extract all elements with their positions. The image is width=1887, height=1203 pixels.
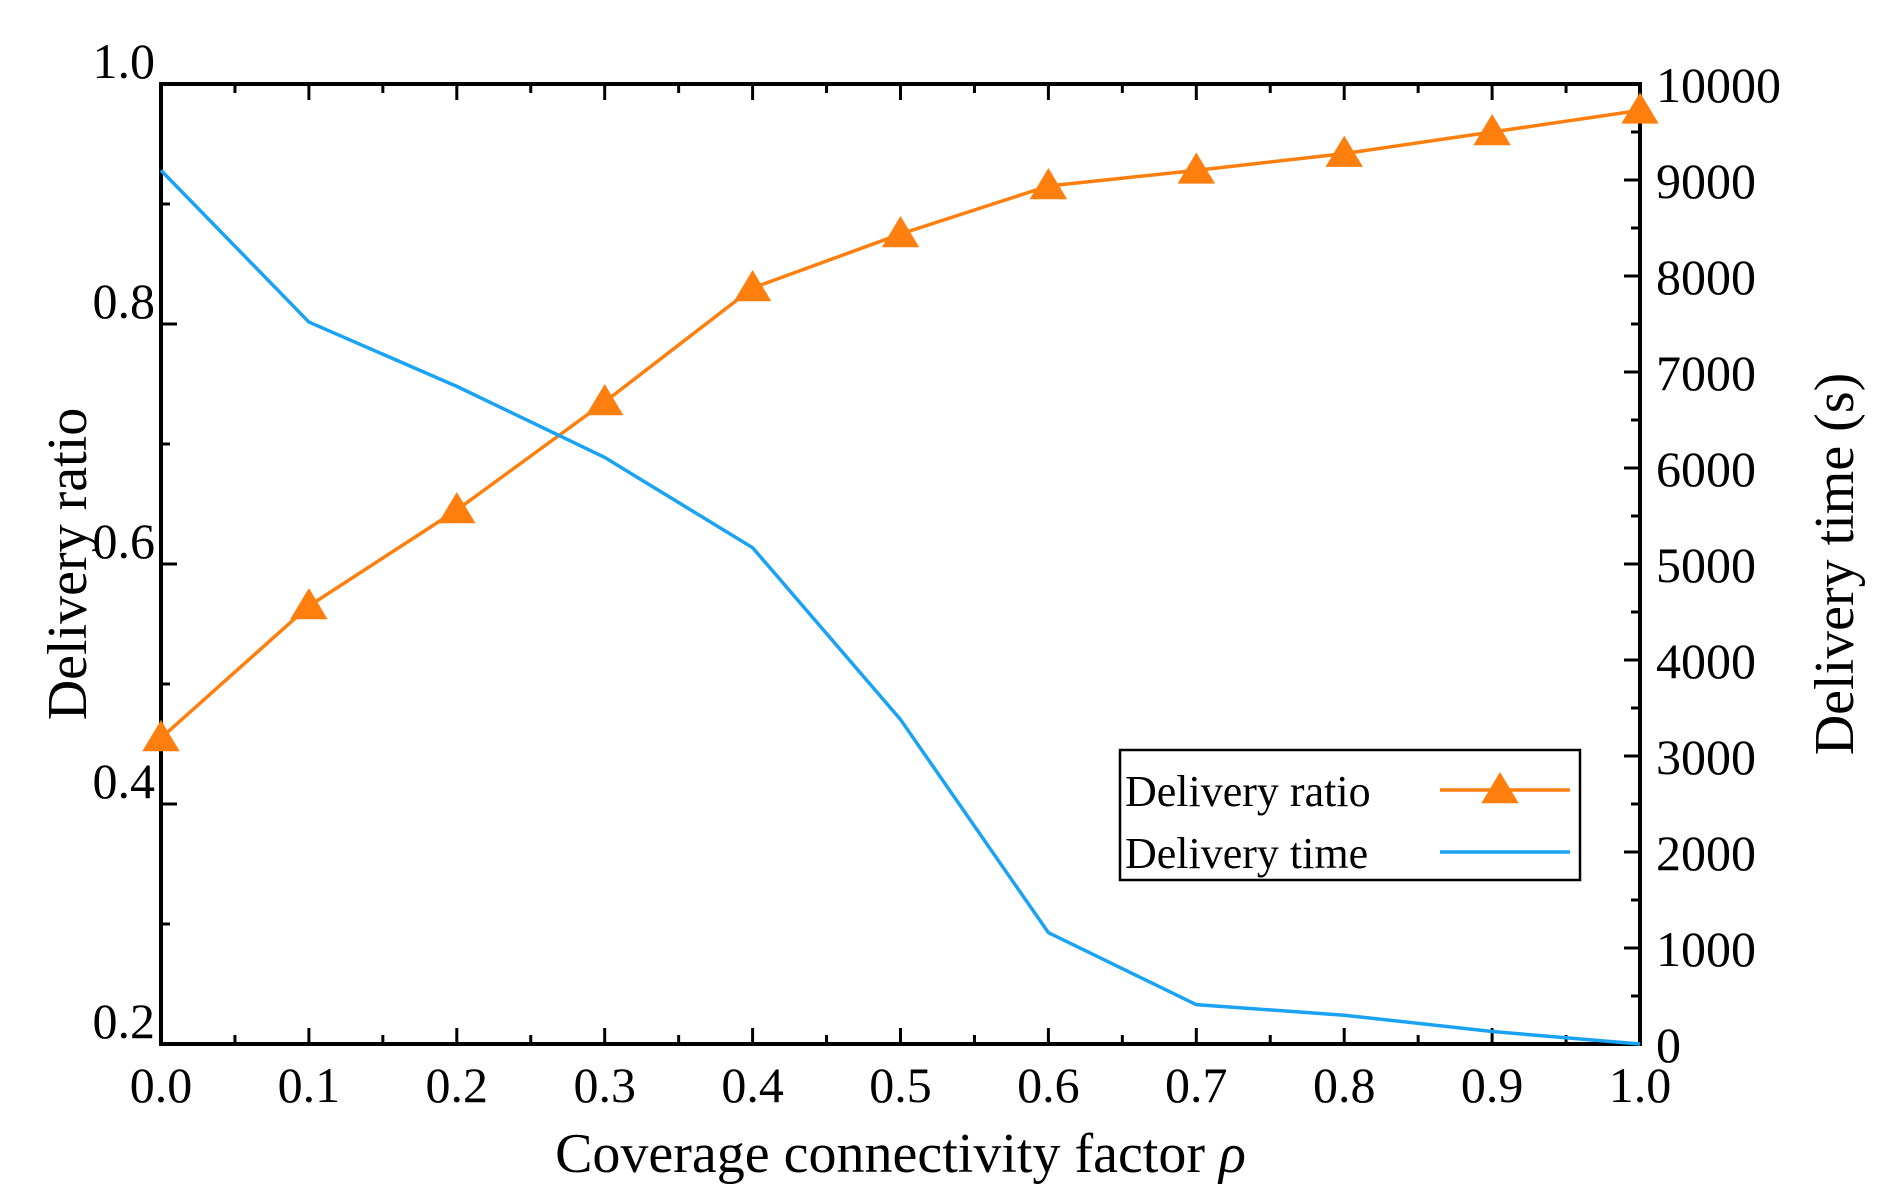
x-axis-title: Coverage connectivity factor ρ: [555, 1123, 1246, 1185]
y-right-tick-label: 0: [1656, 1017, 1681, 1073]
y-right-tick-label: 10000: [1656, 57, 1781, 113]
x-tick-label: 0.6: [1017, 1057, 1080, 1113]
series-line-delivery-time: [159, 169, 1641, 1046]
x-tick-label: 1.0: [1609, 1057, 1672, 1113]
y-left-tick-label: 0.4: [93, 753, 156, 809]
x-tick-label: 0.4: [721, 1057, 784, 1113]
legend-box: [1118, 748, 1582, 882]
data-point-delivery-ratio: [1621, 92, 1659, 124]
x-tick-label: 0.9: [1461, 1057, 1524, 1113]
data-point-delivery-ratio: [881, 216, 920, 248]
y-right-tick-label: 6000: [1656, 441, 1756, 497]
series-line-delivery-ratio: [159, 108, 1641, 740]
y-left-tick-label: 0.2: [93, 993, 156, 1049]
x-tick-label: 0.1: [278, 1057, 341, 1113]
data-point-delivery-ratio: [733, 270, 772, 302]
x-axis-title-symbol: ρ: [1217, 1123, 1246, 1185]
y-right-tick-label: 3000: [1656, 729, 1756, 785]
y-right-tick-label: 7000: [1656, 345, 1756, 401]
x-tick-label: 0.5: [869, 1057, 932, 1113]
y-left-tick-label: 1.0: [93, 33, 156, 89]
legend-marker: [1481, 772, 1519, 804]
y-right-tick-label: 1000: [1656, 921, 1756, 977]
data-point-delivery-ratio: [1029, 168, 1068, 200]
y-right-tick-label: 9000: [1656, 153, 1756, 209]
data-point-delivery-ratio: [438, 492, 476, 524]
y-left-tick-label: 0.6: [93, 513, 156, 569]
y-right-tick-label: 2000: [1656, 825, 1756, 881]
y-right-tick-label: 8000: [1656, 249, 1756, 305]
y-left-axis-title: Delivery ratio: [37, 408, 99, 721]
data-point-delivery-ratio: [1473, 114, 1511, 146]
x-tick-label: 0.2: [426, 1057, 489, 1113]
legend-label: Delivery time: [1125, 829, 1368, 878]
x-axis-title-text: Coverage connectivity factor: [555, 1123, 1219, 1185]
x-tick-label: 0.0: [130, 1057, 193, 1113]
x-tick-label: 0.7: [1165, 1057, 1228, 1113]
x-tick-label: 0.8: [1313, 1057, 1376, 1113]
data-point-delivery-ratio: [142, 720, 180, 752]
data-point-delivery-ratio: [1325, 135, 1363, 167]
data-point-delivery-ratio: [1177, 152, 1216, 184]
y-left-tick-label: 0.8: [93, 273, 156, 329]
data-point-delivery-ratio: [585, 384, 624, 416]
data-point-delivery-ratio: [290, 588, 328, 620]
y-right-tick-label: 4000: [1656, 633, 1756, 689]
x-tick-label: 0.3: [573, 1057, 636, 1113]
y-right-tick-label: 5000: [1656, 537, 1756, 593]
y-right-axis-title: Delivery time (s): [1804, 373, 1866, 756]
legend-label: Delivery ratio: [1125, 767, 1371, 816]
